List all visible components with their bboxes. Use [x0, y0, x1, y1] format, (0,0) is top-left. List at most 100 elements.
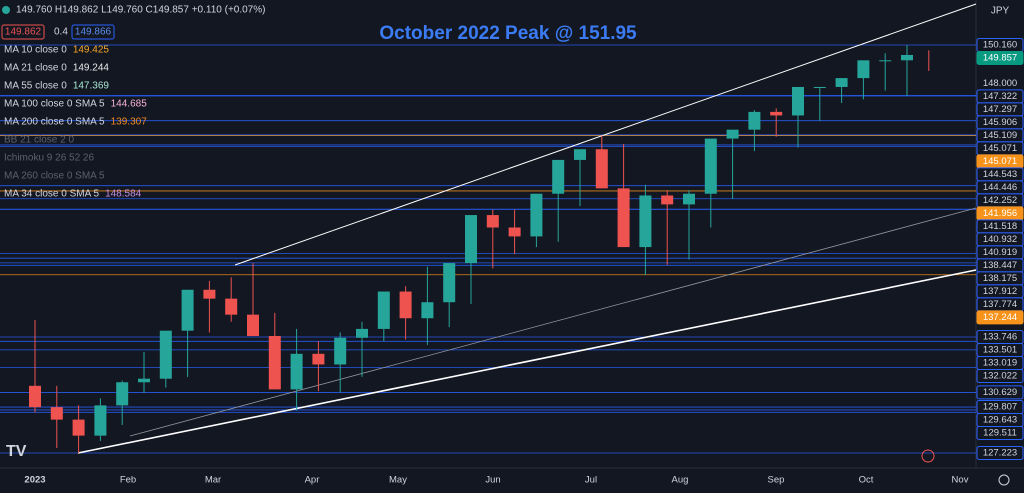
candle-body	[290, 353, 303, 390]
candle-body	[574, 149, 586, 160]
level-label: 133.019	[983, 357, 1017, 368]
spread: 0.4	[54, 27, 68, 38]
candle-body	[421, 302, 434, 319]
month-label: Feb	[120, 475, 136, 486]
alert-icon[interactable]	[921, 449, 935, 463]
trendline	[129, 207, 977, 437]
candle-body	[29, 385, 41, 408]
month-label: 2023	[24, 475, 45, 486]
candle-body	[486, 215, 499, 228]
chart-title: October 2022 Peak @ 151.95	[379, 23, 637, 44]
indicator-value: 149.244	[73, 63, 110, 74]
level-label-box	[977, 76, 1023, 90]
level-label: 138.175	[983, 273, 1017, 284]
candle-body	[661, 195, 674, 205]
candle-body	[72, 419, 85, 436]
candle-body	[726, 129, 739, 139]
level-label: 148.000	[983, 78, 1017, 89]
level-label: 132.022	[983, 370, 1017, 381]
indicator-legend: MA 10 close 0 149.425 MA 21 close 0 149.244…	[4, 45, 147, 200]
candle-body	[813, 86, 826, 88]
level-label: 145.071	[983, 143, 1017, 154]
level-label: 137.774	[983, 299, 1017, 310]
month-label: Oct	[859, 475, 874, 486]
indicator-value: 139.307	[111, 117, 148, 128]
ask-box	[71, 24, 115, 40]
month-label: Nov	[952, 475, 969, 486]
indicator-name: MA 55 close 0	[4, 81, 67, 92]
level-label: 130.629	[983, 387, 1017, 398]
indicator-name: MA 34 close 0 SMA 5	[4, 189, 99, 200]
bid-box	[1, 24, 45, 40]
level-label: 147.322	[983, 91, 1017, 102]
candle-body	[530, 193, 543, 237]
candle-body	[268, 336, 281, 390]
candle-body	[792, 86, 804, 116]
candle-body	[748, 111, 761, 130]
candle-body	[835, 78, 848, 87]
trendline	[234, 3, 977, 266]
candle-body	[617, 188, 630, 248]
bid: 149.862	[5, 27, 42, 38]
indicator-name: MA 200 close 0 SMA 5	[4, 117, 105, 128]
level-label: 150.160	[983, 40, 1017, 51]
level-label: 140.932	[983, 234, 1017, 245]
level-label: 144.446	[983, 182, 1017, 193]
month-label: Mar	[205, 475, 221, 486]
level-label: 127.223	[983, 448, 1017, 459]
level-label: 138.447	[983, 260, 1017, 271]
candle-body	[116, 382, 129, 406]
level-label: 149.857	[983, 53, 1017, 64]
level-label: 145.906	[983, 117, 1017, 128]
level-label-box	[976, 426, 1024, 441]
candle-body	[159, 330, 172, 379]
candle-body	[901, 54, 913, 61]
level-label: 137.912	[983, 286, 1017, 297]
candle-body	[857, 60, 870, 79]
month-label: Apr	[305, 475, 320, 486]
settings-icon[interactable]	[998, 474, 1010, 486]
trendlines	[77, 3, 977, 454]
level-label: 129.807	[983, 402, 1017, 413]
candle-body	[595, 149, 608, 189]
candle-body	[465, 215, 477, 264]
candle-body	[683, 193, 695, 205]
candle-body	[552, 159, 565, 194]
level-label: 141.518	[983, 221, 1017, 232]
candle-body	[312, 353, 325, 365]
candle-body	[138, 378, 150, 383]
month-label: Sep	[768, 475, 785, 486]
month-label: Jul	[585, 475, 597, 486]
indicator-name: Ichimoku 9 26 52 26	[4, 153, 94, 164]
candle-body	[399, 291, 412, 319]
candle-body	[225, 298, 238, 315]
indicator-name: MA 21 close 0	[4, 63, 67, 74]
indicator-value: 147.369	[73, 81, 110, 92]
candle-body	[443, 263, 456, 303]
level-label: 145.109	[983, 130, 1017, 141]
quote: 149.760 H149.862 L149.760 C149.857 +0.11…	[16, 5, 265, 16]
candle-body	[247, 314, 259, 337]
candle-body	[879, 60, 892, 62]
month-label: Aug	[672, 475, 689, 486]
indicator-name: MA 10 close 0	[4, 45, 67, 56]
price-axis: 150.160 149.857 148.000 147.322 147.297 145.9…	[976, 38, 1024, 461]
candle-body	[639, 195, 652, 248]
currency[interactable]: JPY	[991, 6, 1010, 17]
indicator-value: 144.685	[111, 99, 148, 110]
level-label: 133.501	[983, 344, 1017, 355]
level-label-box	[976, 310, 1024, 325]
indicator-name: MA 260 close 0 SMA 5	[4, 171, 105, 182]
candles	[29, 45, 930, 454]
candle-body	[704, 138, 717, 194]
month-label: May	[389, 475, 407, 486]
level-label: 129.643	[983, 415, 1017, 426]
indicator-value: 148.584	[105, 189, 142, 200]
level-label-box	[976, 51, 1024, 66]
candle-body	[377, 291, 390, 329]
candle-body	[508, 227, 521, 237]
status-dot	[2, 6, 10, 14]
candle-body	[334, 337, 347, 365]
